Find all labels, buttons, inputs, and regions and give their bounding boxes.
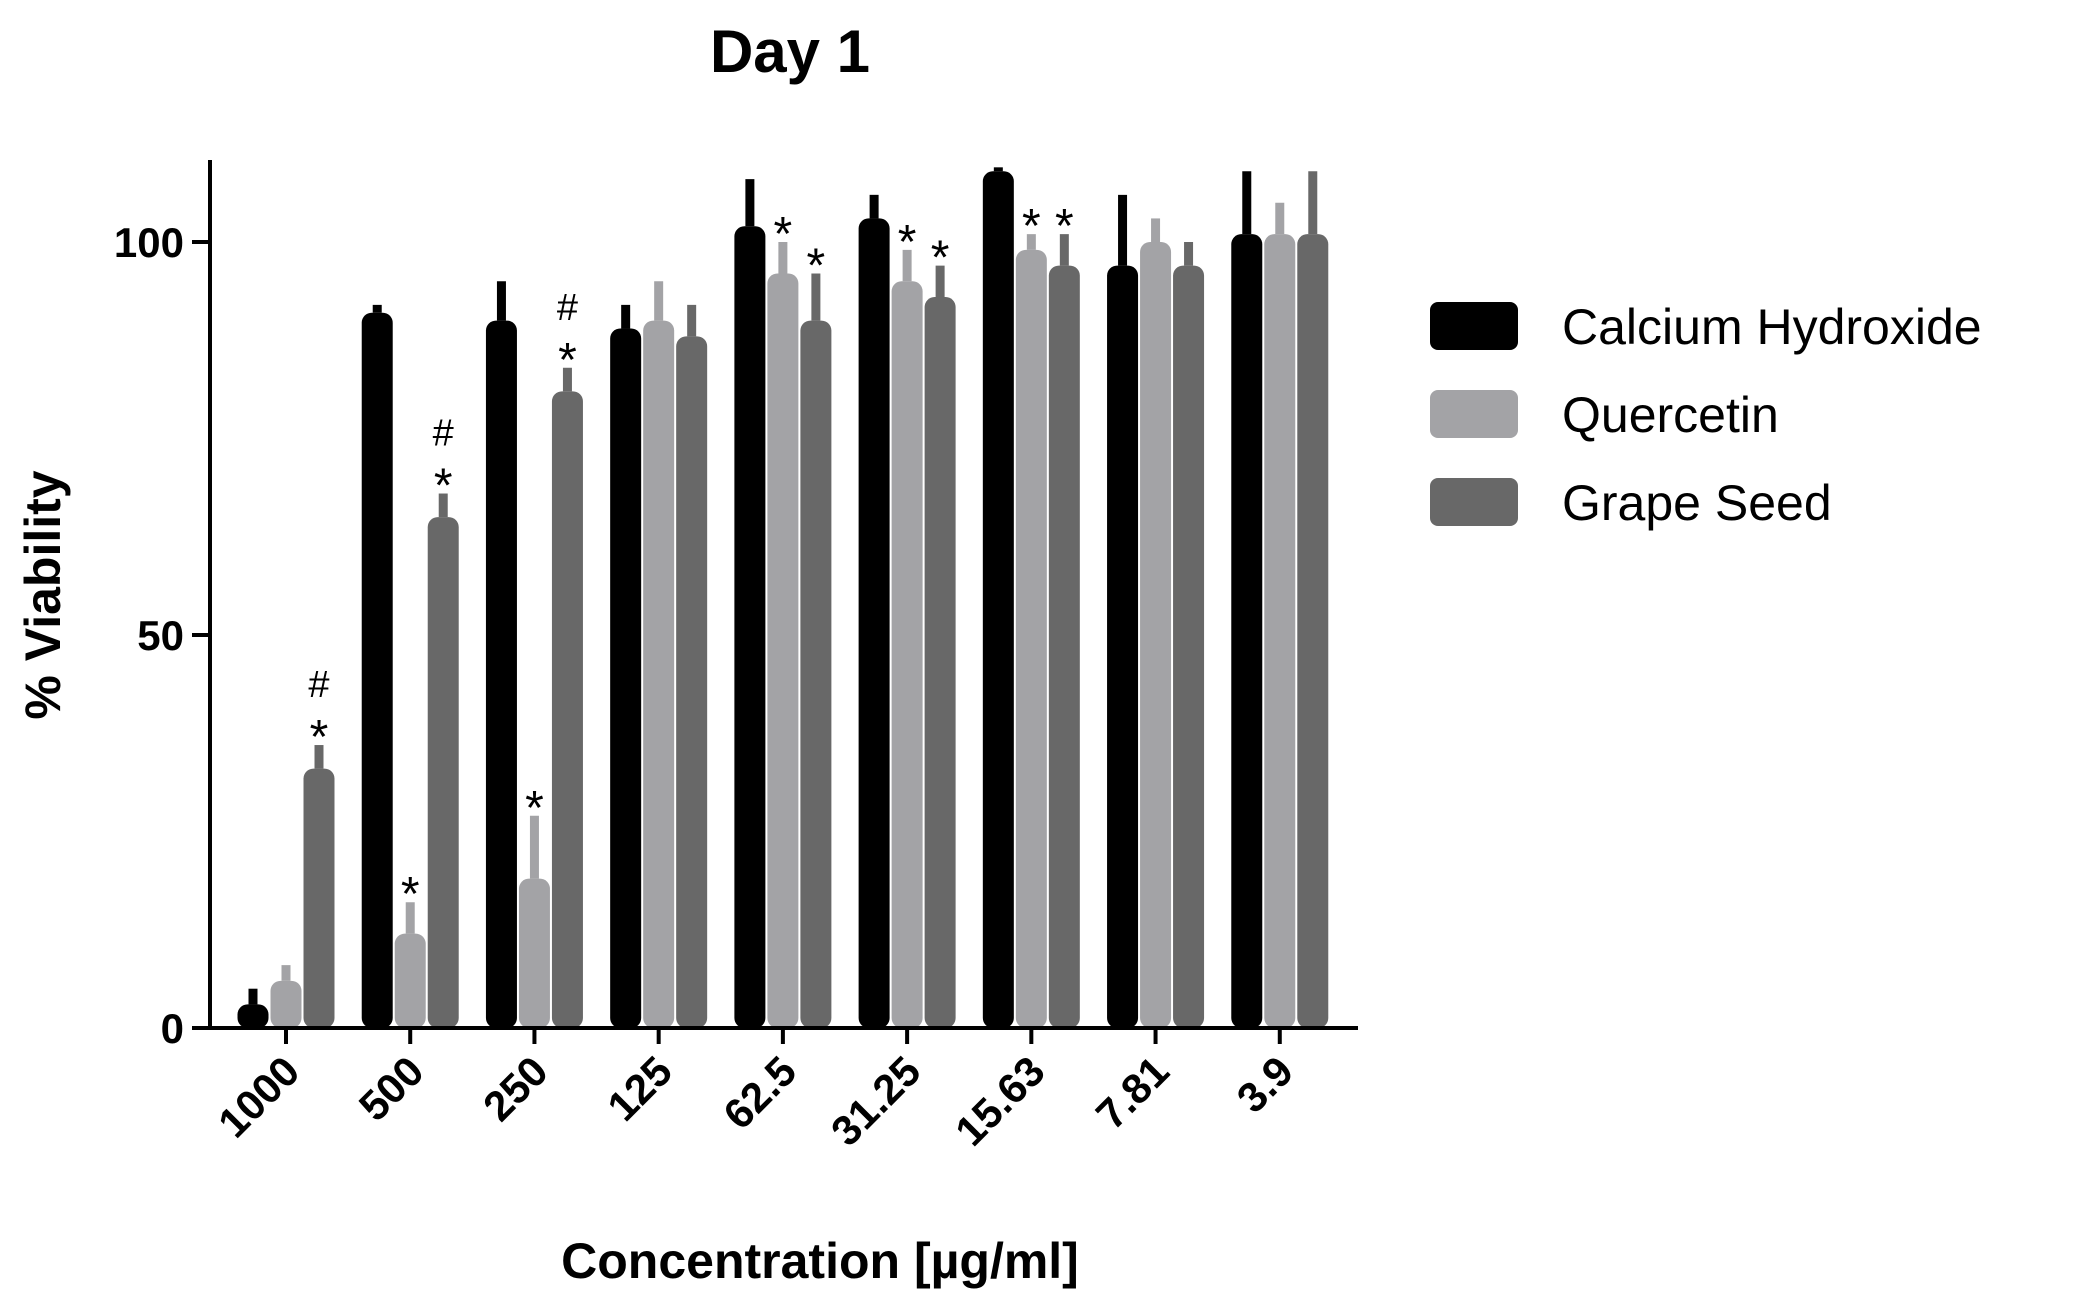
- bar: [1264, 234, 1296, 1028]
- significance-star: *: [931, 232, 950, 285]
- x-tick-label: 125: [598, 1047, 681, 1130]
- bar: [1048, 265, 1080, 1029]
- bar: [1107, 265, 1139, 1029]
- x-tick-label: 62.5: [714, 1047, 805, 1138]
- bar: [485, 320, 517, 1029]
- y-tick-label: 100: [114, 219, 184, 266]
- significance-star: *: [898, 216, 917, 269]
- significance-hash: #: [308, 664, 329, 706]
- legend-label: Grape Seed: [1562, 475, 1832, 531]
- bar: [924, 297, 956, 1028]
- y-tick-label: 0: [161, 1005, 184, 1052]
- legend-label: Quercetin: [1562, 387, 1779, 443]
- legend-swatch: [1430, 478, 1518, 526]
- bar: [734, 226, 766, 1028]
- significance-star: *: [1022, 200, 1041, 253]
- bar: [1173, 265, 1205, 1029]
- bar: [427, 517, 459, 1028]
- significance-hash: #: [433, 413, 454, 455]
- bar: [643, 320, 675, 1029]
- bar: [610, 328, 642, 1029]
- x-tick-label: 1000: [209, 1047, 308, 1146]
- legend: Calcium Hydroxide Quercetin Grape Seed: [1430, 299, 1982, 531]
- significance-star: *: [774, 208, 793, 261]
- significance-star: *: [807, 239, 826, 292]
- bar: [394, 933, 426, 1028]
- significance-star: *: [401, 868, 420, 921]
- bar: [551, 391, 583, 1029]
- bar: [303, 768, 335, 1028]
- bar: [361, 312, 393, 1028]
- x-axis: 1000 500 250 125 62.5 31.25 15.63 7.81 3.9: [208, 1026, 1358, 1155]
- legend-label: Calcium Hydroxide: [1562, 299, 1982, 355]
- y-tick-label: 50: [137, 612, 184, 659]
- y-axis-label: % Viability: [15, 470, 71, 719]
- x-tick-label: 3.9: [1228, 1047, 1303, 1122]
- legend-swatch: [1430, 390, 1518, 438]
- y-axis: 0 50 100: [114, 160, 212, 1052]
- significance-star: *: [525, 782, 544, 835]
- bar: [982, 171, 1014, 1028]
- legend-swatch: [1430, 302, 1518, 350]
- bar: [891, 281, 923, 1028]
- bar: [1297, 234, 1329, 1028]
- plot-area: * # * * # * * # * * * * * *: [237, 167, 1329, 1029]
- x-tick-label: 7.81: [1087, 1047, 1178, 1138]
- bar: [676, 336, 708, 1028]
- significance-star: *: [558, 334, 577, 387]
- x-tick-label: 15.63: [946, 1047, 1054, 1155]
- x-axis-label: Concentration [µg/ml]: [561, 1233, 1079, 1289]
- bar: [270, 980, 302, 1028]
- bar: [1231, 234, 1263, 1028]
- x-tick-label: 31.25: [822, 1047, 930, 1155]
- bar: [858, 218, 890, 1029]
- bar: [767, 273, 799, 1028]
- significance-star: *: [310, 711, 329, 764]
- bar: [1140, 242, 1172, 1028]
- significance-hash: #: [557, 287, 578, 329]
- bar: [800, 320, 832, 1029]
- bar: [518, 878, 550, 1028]
- x-tick-label: 500: [350, 1047, 433, 1130]
- significance-star: *: [434, 460, 453, 513]
- significance-star: *: [1055, 200, 1074, 253]
- bar: [1015, 249, 1047, 1029]
- bar: [237, 1004, 269, 1028]
- chart-title: Day 1: [710, 18, 870, 85]
- x-tick-label: 250: [474, 1047, 557, 1130]
